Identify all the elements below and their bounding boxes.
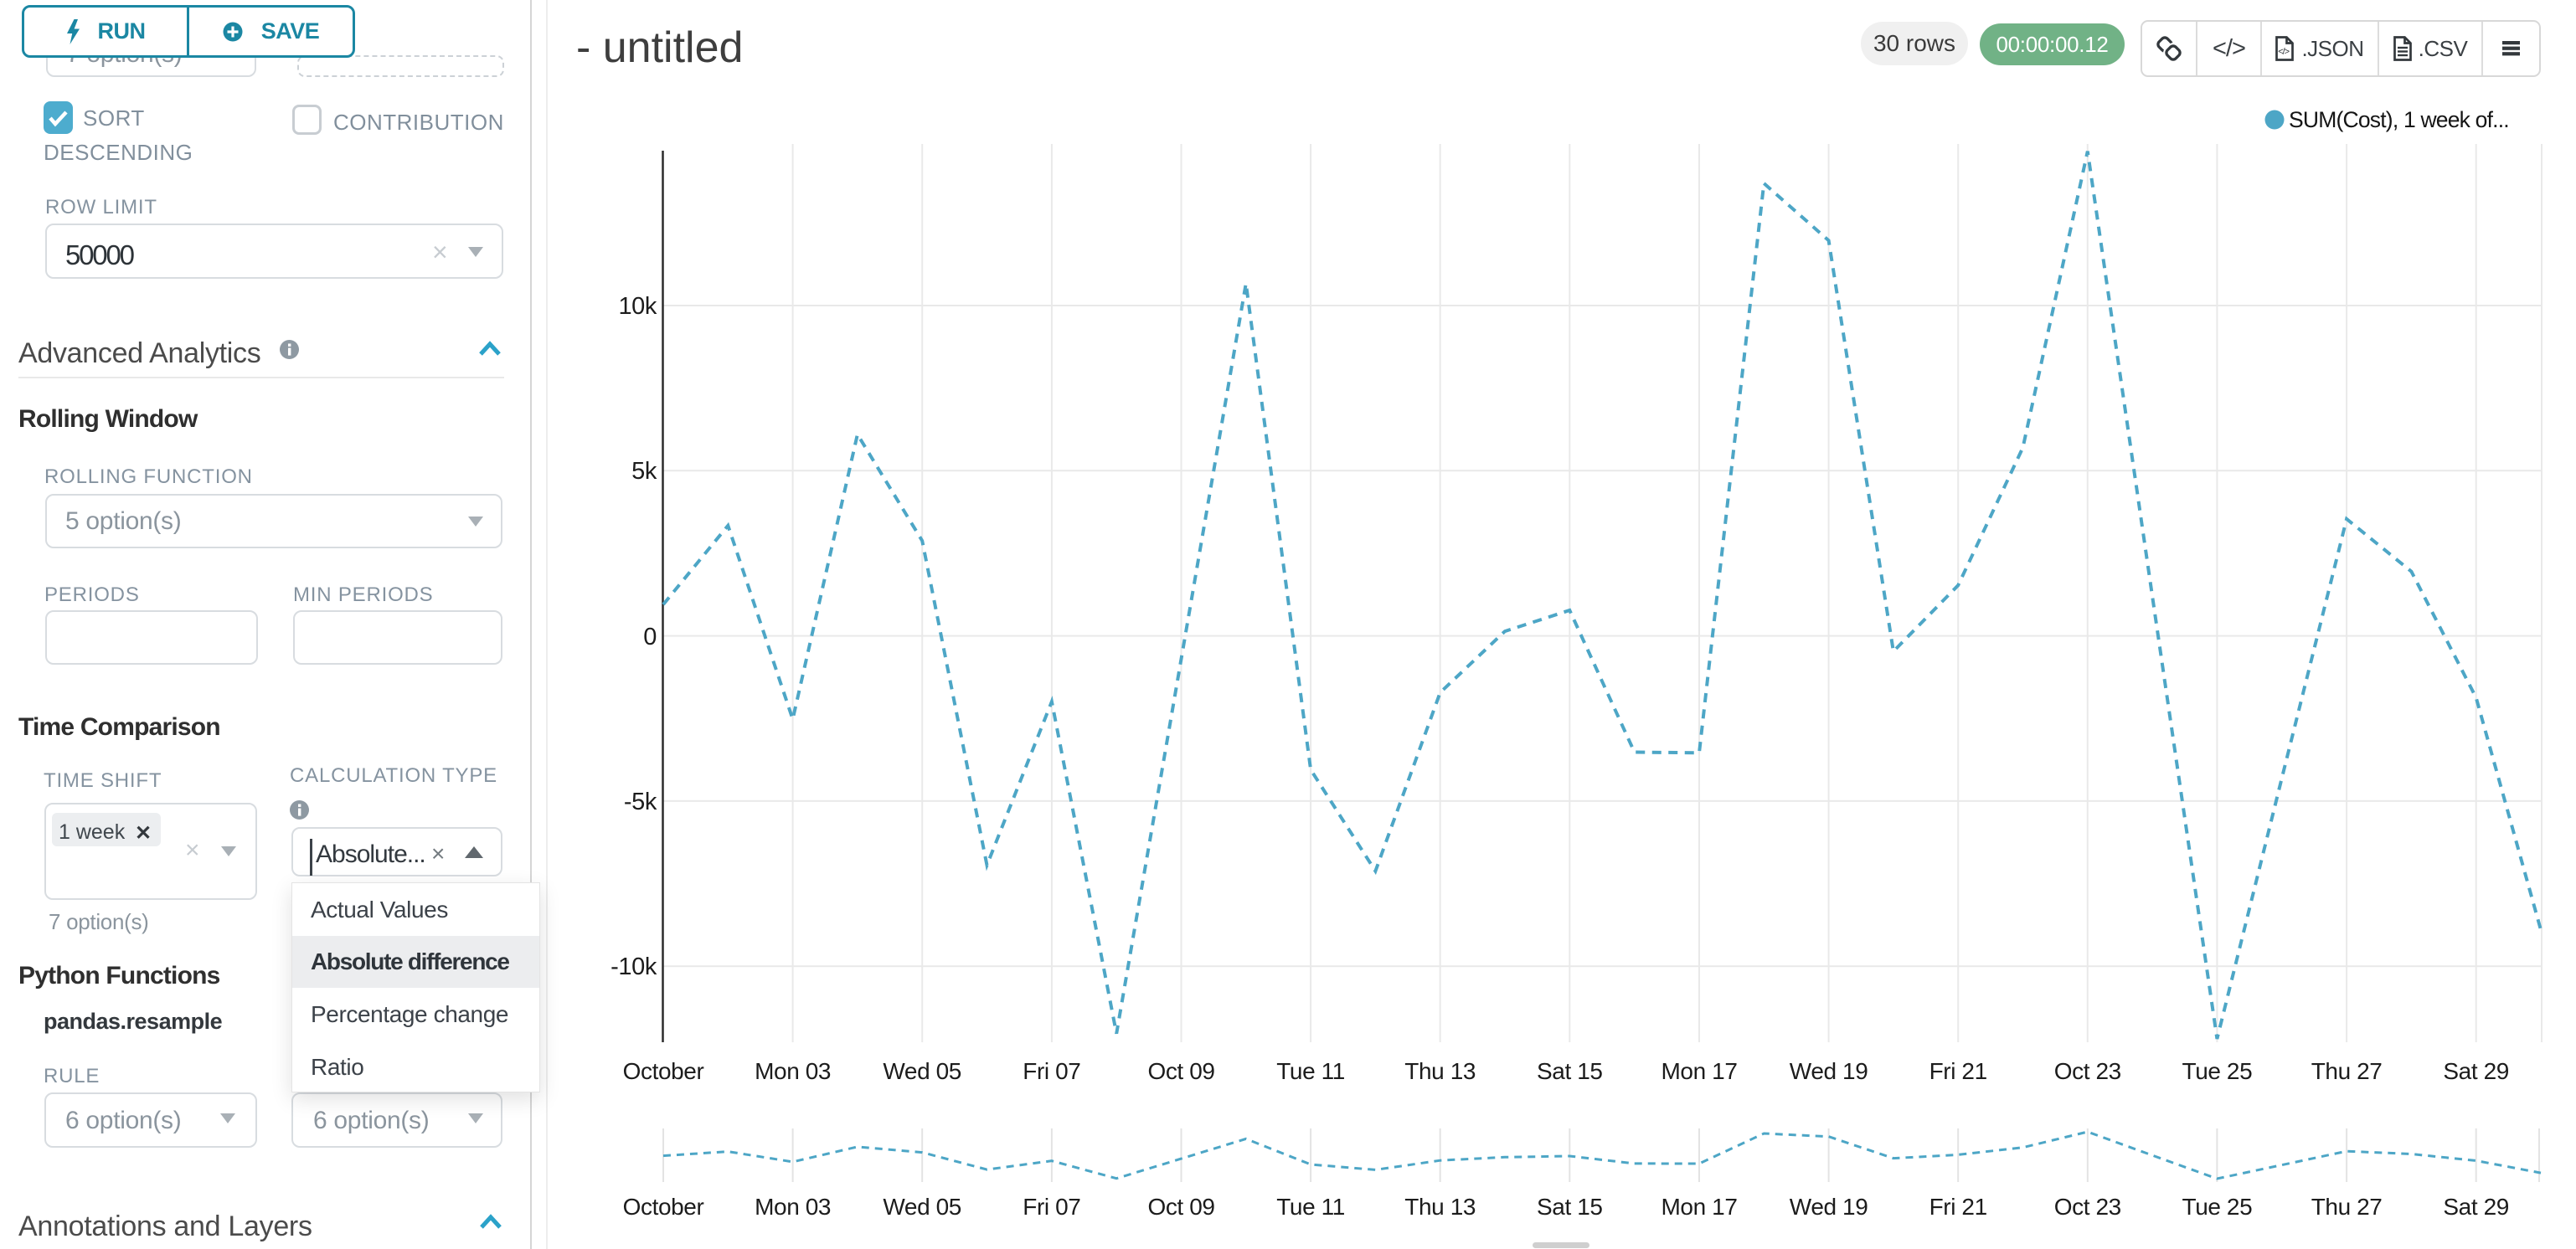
svg-text:Sat 15: Sat 15 [1537,1194,1603,1220]
svg-text:Wed 19: Wed 19 [1790,1194,1868,1220]
svg-text:October: October [623,1194,704,1220]
svg-text:Fri 07: Fri 07 [1023,1058,1080,1084]
svg-text:Thu 13: Thu 13 [1404,1194,1476,1220]
svg-text:Tue 25: Tue 25 [2182,1194,2253,1220]
svg-text:Fri 21: Fri 21 [1929,1194,1987,1220]
svg-text:Thu 27: Thu 27 [2311,1058,2383,1084]
svg-text:Wed 05: Wed 05 [883,1194,961,1220]
svg-text:Mon 17: Mon 17 [1662,1058,1738,1084]
svg-text:Thu 27: Thu 27 [2311,1194,2383,1220]
svg-text:Sat 15: Sat 15 [1537,1058,1603,1084]
svg-text:SUM(Cost), 1 week of...: SUM(Cost), 1 week of... [2289,107,2509,132]
svg-text:-10k: -10k [611,953,657,980]
svg-text:Mon 17: Mon 17 [1662,1194,1738,1220]
svg-text:0: 0 [643,624,657,650]
svg-text:Fri 07: Fri 07 [1023,1194,1080,1220]
svg-text:Tue 25: Tue 25 [2182,1058,2253,1084]
svg-text:Sat 29: Sat 29 [2443,1058,2509,1084]
svg-text:Mon 03: Mon 03 [755,1058,831,1084]
svg-text:Oct 09: Oct 09 [1147,1058,1214,1084]
svg-text:Mon 03: Mon 03 [755,1194,831,1220]
svg-text:Tue 11: Tue 11 [1276,1058,1345,1084]
svg-text:Thu 13: Thu 13 [1404,1058,1476,1084]
svg-text:10k: 10k [618,293,657,320]
svg-text:Wed 19: Wed 19 [1790,1058,1868,1084]
svg-text:Oct 09: Oct 09 [1147,1194,1214,1220]
svg-text:-5k: -5k [624,789,657,815]
svg-text:Oct 23: Oct 23 [2054,1194,2121,1220]
svg-text:October: October [623,1058,704,1084]
svg-text:Tue 11: Tue 11 [1276,1194,1345,1220]
svg-text:Sat 29: Sat 29 [2443,1194,2509,1220]
svg-text:5k: 5k [631,458,657,485]
svg-text:Oct 23: Oct 23 [2054,1058,2121,1084]
svg-text:Fri 21: Fri 21 [1929,1058,1987,1084]
svg-text:</>: </> [2279,47,2290,57]
svg-text:Wed 05: Wed 05 [883,1058,961,1084]
